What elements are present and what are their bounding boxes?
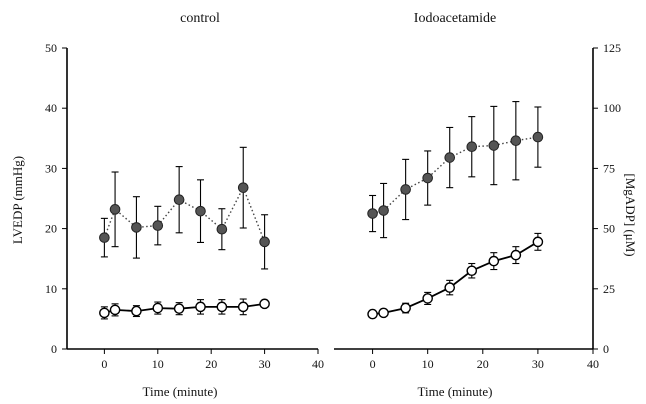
y-tick-label: 30 <box>45 161 57 175</box>
data-point-open <box>259 298 270 310</box>
x-axis-label-iodoacetamide: Time (minute) <box>418 384 493 399</box>
data-point-filled <box>195 205 206 217</box>
data-point-open <box>400 302 411 314</box>
y2-tick-label: 50 <box>603 222 615 236</box>
series-line-dotted <box>103 186 266 243</box>
data-point-open <box>488 255 500 267</box>
data-point-filled <box>532 131 544 143</box>
iodoacetamide-panel: Iodoacetamide Time (minute) [MgADP] (μM)… <box>334 11 638 399</box>
data-point-open <box>131 305 142 317</box>
y-tick-label: 40 <box>45 101 57 115</box>
data-point-open <box>109 304 121 316</box>
control-panel: control Time (minute) LVEDP (mmHg) 0 10 20… <box>10 11 324 399</box>
y2-tick-label: 0 <box>603 342 609 356</box>
x-tick-label: 40 <box>312 357 324 371</box>
x-tick-label: 20 <box>205 357 217 371</box>
data-point-open <box>466 265 478 277</box>
data-point-open <box>237 301 249 313</box>
data-point-filled <box>422 172 433 184</box>
x-tick-label: 0 <box>370 357 376 371</box>
x-tick-label: 10 <box>152 357 164 371</box>
y-axis-label-left: LVEDP (mmHg) <box>10 156 25 244</box>
data-point-filled <box>109 204 121 215</box>
y-axis-label-right: [MgADP] (μM) <box>623 173 638 256</box>
x-tick-label: 30 <box>259 357 271 371</box>
y-tick-label: 20 <box>45 222 57 236</box>
y2-tick-label: 100 <box>603 101 621 115</box>
data-point-open <box>367 308 378 320</box>
series-line-dotted <box>372 136 539 215</box>
data-point-filled <box>259 236 270 248</box>
data-point-filled <box>378 205 389 216</box>
data-point-filled <box>510 135 522 147</box>
data-point-filled <box>466 141 478 153</box>
data-point-open <box>510 249 522 261</box>
x-tick-label: 20 <box>477 357 489 371</box>
data-point-filled <box>173 194 185 206</box>
y2-tick-label: 75 <box>603 161 615 175</box>
data-point-filled <box>237 182 249 193</box>
data-point-filled <box>444 152 456 163</box>
y-tick-label: 0 <box>51 342 57 356</box>
data-point-open <box>378 307 389 319</box>
panel-title-iodoacetamide: Iodoacetamide <box>414 11 496 26</box>
data-point-open <box>532 236 544 248</box>
data-point-filled <box>400 184 411 195</box>
x-tick-label: 40 <box>587 357 599 371</box>
x-tick-label: 0 <box>101 357 107 371</box>
data-point-filled <box>216 223 228 235</box>
y-tick-label: 10 <box>45 282 57 296</box>
data-point-open <box>216 301 228 313</box>
x-tick-label: 10 <box>422 357 434 371</box>
data-point-filled <box>488 140 500 151</box>
data-point-filled <box>131 222 142 233</box>
data-point-open <box>173 303 185 314</box>
data-point-open <box>444 282 456 293</box>
data-point-filled <box>152 220 164 231</box>
x-axis-label-control: Time (minute) <box>143 384 218 399</box>
data-point-open <box>195 301 206 313</box>
y2-tick-label: 125 <box>603 41 621 55</box>
data-point-filled <box>99 232 110 243</box>
data-point-open <box>99 307 110 319</box>
y2-tick-label: 25 <box>603 282 615 296</box>
data-point-filled <box>367 208 378 219</box>
data-point-open <box>422 293 433 304</box>
panel-title-control: control <box>180 11 220 26</box>
x-tick-label: 30 <box>532 357 544 371</box>
y-tick-label: 50 <box>45 41 57 55</box>
data-point-open <box>152 302 164 314</box>
